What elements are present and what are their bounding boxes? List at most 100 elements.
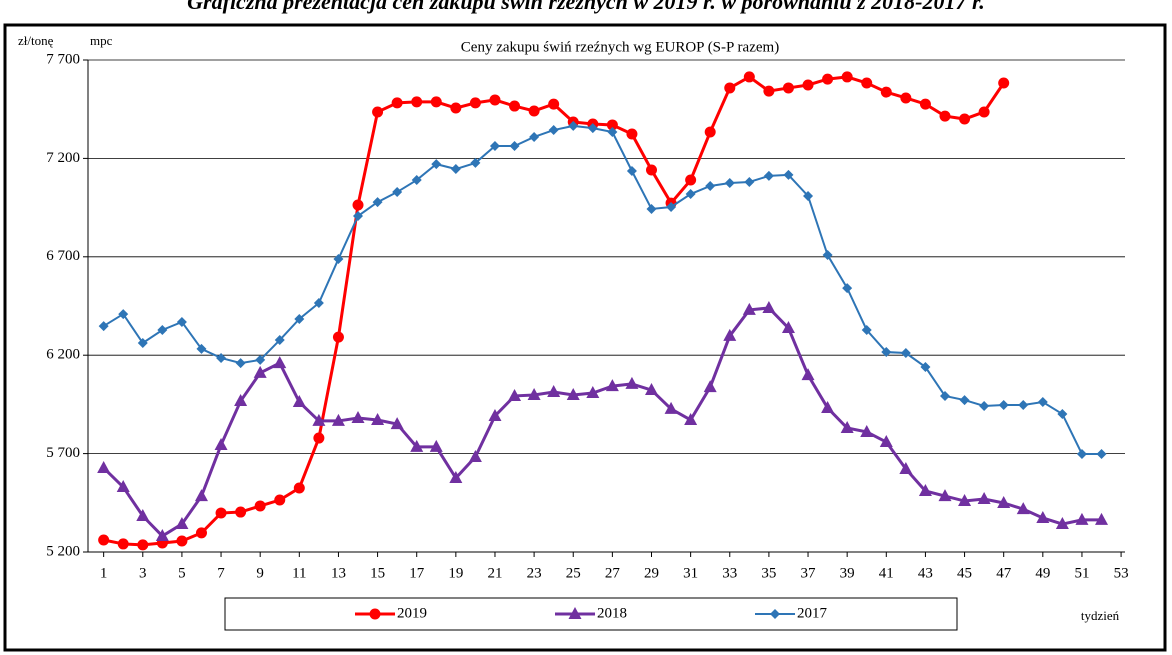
- data-point: [469, 97, 481, 109]
- data-point: [704, 126, 716, 138]
- data-point: [489, 141, 500, 152]
- series-line: [103, 124, 1102, 455]
- data-point: [607, 127, 618, 138]
- data-point: [430, 96, 442, 108]
- data-point: [998, 77, 1010, 89]
- data-point: [411, 96, 423, 108]
- data-point: [959, 395, 970, 406]
- data-point: [900, 348, 911, 359]
- data-point: [918, 483, 932, 496]
- data-point: [1095, 512, 1109, 525]
- data-point: [509, 141, 520, 152]
- data-point: [292, 395, 306, 408]
- data-point: [468, 449, 482, 462]
- data-point: [803, 190, 814, 201]
- data-point: [137, 337, 148, 348]
- data-point: [939, 110, 951, 122]
- legend-label: 2017: [797, 605, 828, 621]
- data-point: [685, 174, 697, 186]
- data-point: [390, 417, 404, 430]
- data-point: [176, 316, 187, 327]
- data-point: [196, 343, 207, 354]
- data-point: [488, 409, 502, 422]
- data-point: [116, 480, 130, 493]
- data-point: [781, 321, 795, 334]
- data-point: [429, 439, 443, 452]
- data-point: [235, 358, 246, 369]
- data-point: [372, 197, 383, 208]
- data-point: [685, 189, 696, 200]
- data-point: [194, 489, 208, 502]
- y-tick-label: 6 200: [46, 347, 80, 363]
- data-point: [195, 527, 207, 539]
- data-point: [646, 164, 658, 176]
- data-point: [568, 120, 579, 131]
- data-point: [821, 400, 835, 413]
- data-point: [664, 401, 678, 414]
- data-point: [566, 387, 580, 400]
- data-point: [625, 376, 639, 389]
- data-point: [920, 362, 931, 373]
- legend-marker: [568, 607, 582, 619]
- data-point: [841, 71, 853, 83]
- data-point: [293, 482, 305, 494]
- data-point: [1037, 397, 1048, 408]
- x-tick-label: 43: [918, 565, 933, 581]
- x-tick-label: 11: [292, 565, 306, 581]
- x-tick-label: 39: [840, 565, 855, 581]
- data-point: [255, 354, 266, 365]
- data-point: [391, 97, 403, 109]
- data-point: [880, 86, 892, 98]
- y-tick-label: 7 200: [46, 150, 80, 166]
- data-point: [958, 494, 972, 507]
- legend-marker: [369, 608, 381, 620]
- data-point: [822, 250, 833, 261]
- legend-label: 2018: [597, 605, 627, 621]
- x-tick-label: 53: [1114, 565, 1129, 581]
- x-tick-label: 49: [1035, 565, 1050, 581]
- data-point: [703, 380, 717, 393]
- data-point: [724, 178, 735, 188]
- legend-label: 2019: [397, 605, 427, 621]
- data-point: [274, 494, 286, 506]
- data-point: [1016, 502, 1030, 515]
- data-point: [449, 471, 463, 484]
- data-point: [626, 165, 637, 176]
- data-point: [938, 489, 952, 502]
- x-tick-label: 5: [178, 565, 186, 581]
- data-point: [782, 82, 794, 94]
- data-point: [959, 113, 971, 125]
- data-point: [978, 106, 990, 118]
- series-line: [103, 75, 1005, 547]
- legend-marker: [770, 609, 780, 619]
- data-point: [371, 412, 385, 425]
- data-point: [762, 300, 776, 313]
- x-tick-label: 15: [370, 565, 385, 581]
- data-point: [586, 385, 600, 398]
- data-point: [705, 180, 716, 191]
- data-point: [860, 424, 874, 437]
- data-point: [332, 331, 344, 343]
- data-point: [840, 421, 854, 434]
- data-point: [352, 199, 364, 211]
- data-point: [118, 309, 129, 320]
- data-point: [587, 123, 598, 134]
- data-point: [881, 347, 892, 358]
- y-tick-label: 5 700: [46, 445, 80, 461]
- data-point: [411, 175, 422, 186]
- data-point: [1018, 399, 1029, 410]
- data-point: [605, 379, 619, 392]
- data-point: [410, 439, 424, 452]
- page-title: Graficzna prezentacja cen zakupu świń rz…: [187, 0, 985, 14]
- data-point: [861, 325, 872, 336]
- data-point: [157, 325, 168, 336]
- data-point: [294, 313, 305, 324]
- x-tick-label: 41: [879, 565, 894, 581]
- data-point: [842, 283, 853, 294]
- data-point: [274, 335, 285, 346]
- data-point: [333, 253, 344, 264]
- data-point: [802, 79, 814, 91]
- data-point: [626, 128, 638, 140]
- x-tick-label: 21: [487, 565, 502, 581]
- data-point: [509, 100, 521, 112]
